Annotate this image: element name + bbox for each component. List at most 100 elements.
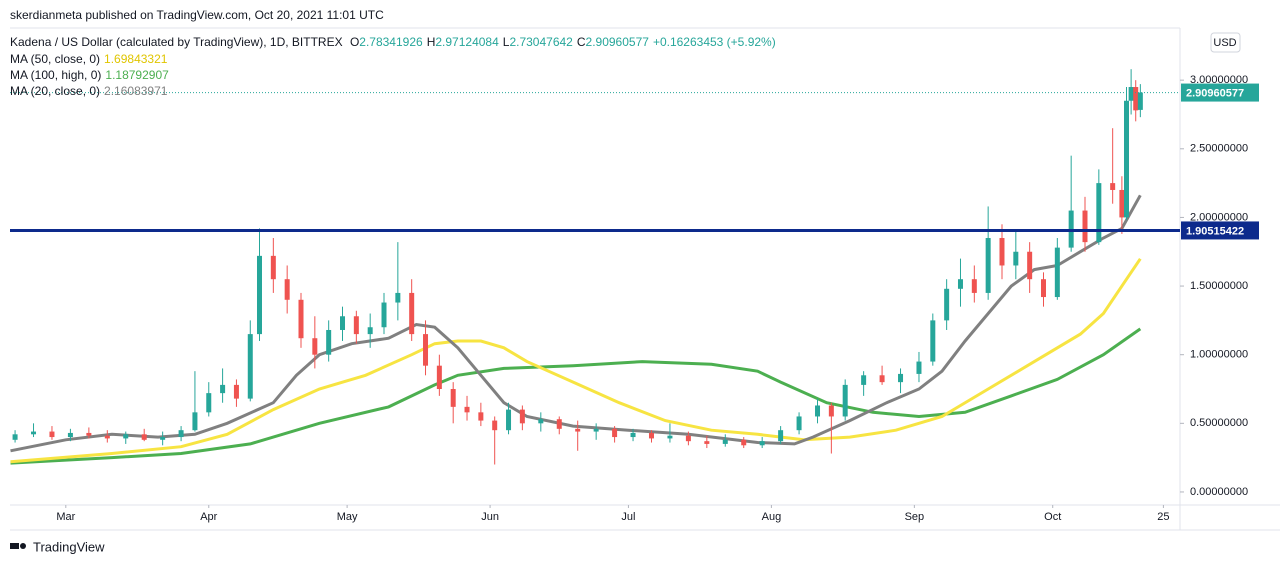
candle-body [49,431,55,438]
candle-body [630,432,636,438]
candle-body [828,405,834,417]
x-tick-label: Mar [56,511,75,523]
candle-body [298,299,304,339]
candle-body [409,292,415,335]
candle-body [612,428,618,438]
candle-body [233,384,239,399]
candle-body [160,437,166,440]
logo [10,543,26,549]
level-tag [1181,221,1259,240]
symbol-title: Kadena / US Dollar (calculated by Tradin… [10,35,343,49]
candle-body [898,373,904,383]
candle-body [778,430,784,442]
candle-body [423,334,429,366]
candle-body [367,327,373,335]
candle-body [340,316,346,330]
candle-body [1133,87,1139,111]
legend-item: MA (100, high, 0) 1.18792907 [10,68,173,82]
legend-item: MA (50, close, 0) 1.69843321 [10,52,171,66]
brand: TradingView [33,539,105,554]
legend-value: 2.16083971 [104,84,168,98]
moving-average [10,327,1142,465]
candle-body [1096,183,1102,243]
publisher: skerdianmeta published on TradingView.co… [10,8,384,22]
price-label: 2.90960577 [1186,87,1244,99]
candle-body [985,238,991,293]
candle-body [247,334,253,399]
candle-body [704,441,710,444]
candle-body [722,439,728,444]
candle-body [1124,100,1130,218]
o-label: O [349,35,360,49]
candle-body [861,375,867,385]
y-tick-label: 2.50000000 [1190,143,1248,155]
x-tick-label: Jul [621,511,635,523]
price-tag [1181,83,1259,102]
candle-body [648,432,654,439]
candle-body [104,435,110,439]
candle-body [192,412,198,431]
candle-body [1119,189,1125,218]
x-tick-label: Apr [200,511,217,523]
candle-body [178,430,184,438]
candle-body [492,420,498,431]
candle-body [464,406,470,413]
candle-body [1082,210,1088,243]
candle-body [1054,247,1060,298]
candle-body [284,279,290,300]
candle-body [999,238,1005,266]
symbol-row: Kadena / US Dollar (calculated by Tradin… [10,35,784,49]
candle-body [842,384,848,417]
candle-body [879,375,885,383]
legend-name: MA (100, high, 0) [10,68,102,82]
x-tick-label: May [337,511,358,523]
candle-body [326,329,332,355]
y-tick-label: 1.00000000 [1190,349,1248,361]
moving-average [10,257,1142,464]
candle-body [538,419,544,424]
level-label: 1.90515422 [1186,225,1244,237]
candle-body [270,255,276,280]
candle-body [381,302,387,328]
candle-body [478,412,484,421]
candle-body [436,365,442,390]
x-tick-label: Oct [1044,511,1061,523]
candle-body [450,389,456,407]
candle-body [1128,87,1134,101]
h-label: H [426,35,436,49]
candle-body [141,434,147,440]
currency-button[interactable] [1210,32,1241,53]
candle-body [123,434,129,439]
y-tick-label: 1.50000000 [1190,280,1248,292]
l-value: 2.73047642 [509,35,573,49]
legend-item: MA (20, close, 0) 2.16083971 [10,84,171,98]
candle-body [1040,279,1046,298]
candle-body [353,316,359,335]
candle-body [12,434,18,440]
candle-body [220,384,226,394]
candle-body [312,338,318,355]
candle-body [1013,251,1019,266]
o-value: 2.78341926 [359,35,423,49]
candle-body [519,409,525,424]
x-tick-label: 25 [1157,511,1169,523]
candle-body [593,428,599,432]
candle-body [206,393,212,413]
candle-body [667,435,673,439]
y-tick-label: 2.00000000 [1190,211,1248,223]
ohlc: O2.78341926 H2.97124084 L2.73047642 C2.9096… [350,35,780,49]
x-tick-label: Sep [905,511,925,523]
candle-body [759,441,765,446]
candle-body [86,432,92,436]
candle-body [815,405,821,417]
candle-body [67,432,73,438]
candle-body [31,431,37,435]
x-tick-label: Aug [762,511,782,523]
h-value: 2.97124084 [435,35,499,49]
currency[interactable]: USD [1213,37,1236,49]
candle-body [796,416,802,431]
candle-body [971,279,977,293]
legend-value: 1.18792907 [105,68,169,82]
